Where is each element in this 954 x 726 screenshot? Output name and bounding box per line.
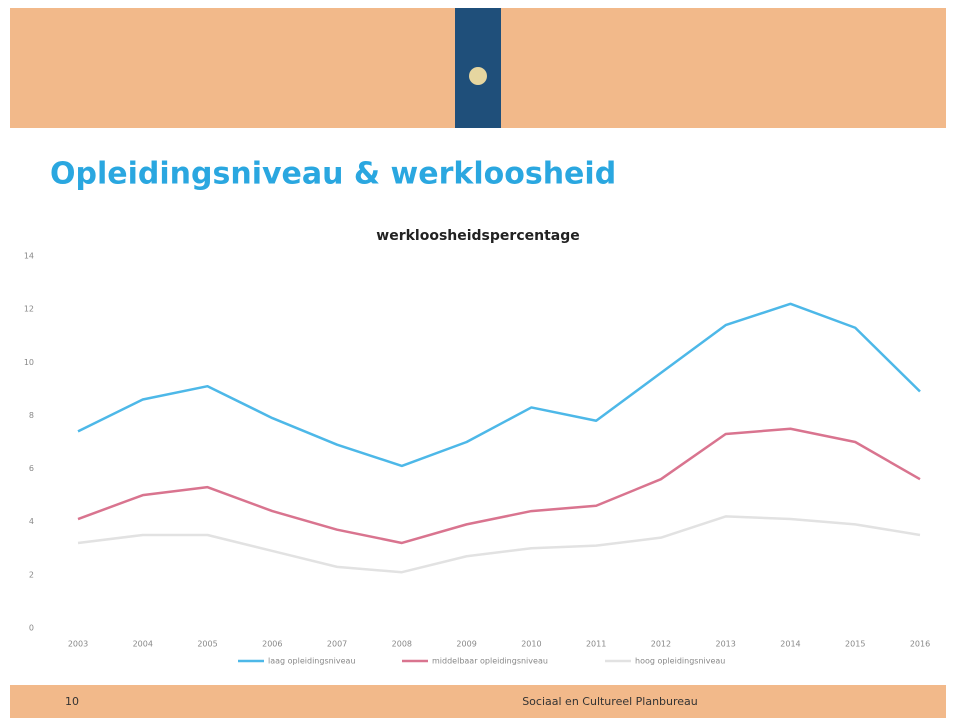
x-tick-label: 2004 — [133, 640, 153, 649]
x-tick-label: 2011 — [586, 640, 606, 649]
x-tick-label: 2013 — [716, 640, 736, 649]
emblem — [469, 67, 487, 85]
legend-label: middelbaar opleidingsniveau — [432, 657, 548, 666]
y-tick-label: 6 — [29, 464, 34, 473]
y-tick-label: 4 — [29, 517, 34, 526]
legend-label: laag opleidingsniveau — [268, 657, 356, 666]
footer-text: Sociaal en Cultureel Planbureau — [522, 695, 698, 708]
x-tick-label: 2008 — [392, 640, 412, 649]
x-tick-label: 2009 — [456, 640, 476, 649]
y-tick-label: 2 — [29, 570, 34, 579]
x-tick-label: 2003 — [68, 640, 88, 649]
x-tick-label: 2012 — [651, 640, 671, 649]
footer-band — [10, 685, 946, 718]
y-tick-label: 10 — [24, 358, 34, 367]
series-line — [77, 515, 921, 574]
chart-title: werkloosheidspercentage — [376, 228, 579, 244]
x-tick-label: 2007 — [327, 640, 347, 649]
x-tick-label: 2005 — [197, 640, 217, 649]
x-tick-label: 2010 — [521, 640, 541, 649]
page-number: 10 — [65, 695, 79, 708]
y-tick-label: 12 — [24, 305, 34, 314]
y-tick-label: 8 — [29, 411, 34, 420]
y-tick-label: 14 — [24, 252, 34, 261]
slide-title: Opleidingsniveau & werkloosheid — [50, 157, 616, 192]
series-line — [77, 427, 921, 545]
series-line — [77, 302, 921, 468]
x-tick-label: 2006 — [262, 640, 282, 649]
legend-label: hoog opleidingsniveau — [635, 657, 725, 666]
y-tick-label: 0 — [29, 624, 34, 633]
x-tick-label: 2016 — [910, 640, 930, 649]
x-tick-label: 2015 — [845, 640, 865, 649]
x-tick-label: 2014 — [780, 640, 800, 649]
